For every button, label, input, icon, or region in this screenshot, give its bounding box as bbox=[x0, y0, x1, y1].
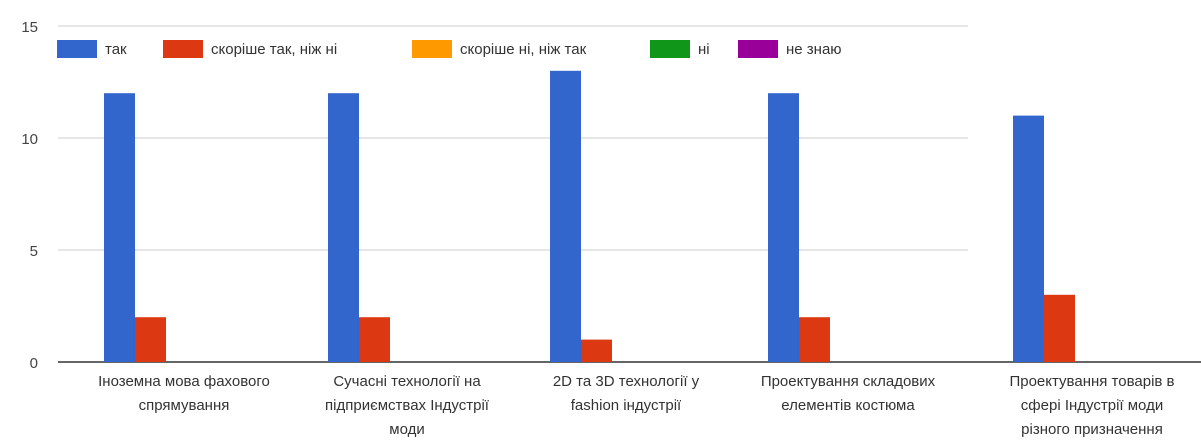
bar bbox=[135, 317, 166, 362]
bar bbox=[1044, 294, 1075, 362]
bar bbox=[581, 339, 612, 362]
legend-swatch bbox=[163, 40, 203, 58]
x-tick-label-line: спрямування bbox=[139, 397, 230, 414]
x-tick-label: Сучасні технології на підприємствах Індус… bbox=[325, 373, 490, 438]
legend-swatch bbox=[412, 40, 452, 58]
x-tick-label-line: елементів костюма bbox=[781, 397, 915, 414]
x-tick-label: 2D та 3D технології у fashion індустрії bbox=[553, 373, 700, 414]
x-tick-label-line: Проектування складових bbox=[761, 373, 936, 390]
legend-label: ні bbox=[698, 41, 710, 58]
legend-label: не знаю bbox=[786, 41, 842, 58]
bar bbox=[550, 70, 581, 363]
legend-label: скоріше так, ніж ні bbox=[211, 41, 337, 58]
legend-label: скоріше ні, ніж так bbox=[460, 41, 587, 58]
x-tick-label-line: 2D та 3D технології у bbox=[553, 373, 700, 390]
x-tick-label-line: Проектування товарів в bbox=[1009, 373, 1174, 390]
x-tick-label-line: підприємствах Індустрії bbox=[325, 397, 490, 414]
x-tick-label: Проектування складових елементів костюма bbox=[761, 373, 936, 414]
bar bbox=[328, 93, 359, 362]
y-tick-label: 15 bbox=[21, 19, 38, 36]
x-tick-label: Проектування товарів в сфері Індустрії мо… bbox=[1009, 373, 1174, 438]
legend-swatch bbox=[738, 40, 778, 58]
bar bbox=[104, 93, 135, 362]
x-tick-label-line: Іноземна мова фахового bbox=[98, 373, 270, 390]
legend-swatch bbox=[650, 40, 690, 58]
y-tick-label: 0 bbox=[30, 355, 38, 372]
bar bbox=[799, 317, 830, 362]
x-tick-label-line: fashion індустрії bbox=[571, 397, 682, 414]
legend-swatch bbox=[57, 40, 97, 58]
x-tick-label-line: різного призначення bbox=[1021, 421, 1163, 438]
y-tick-label: 10 bbox=[21, 131, 38, 148]
legend-label: так bbox=[105, 41, 127, 58]
x-tick-label-line: Сучасні технології на bbox=[333, 373, 481, 390]
bar bbox=[1013, 115, 1044, 362]
bar bbox=[359, 317, 390, 362]
y-tick-label: 5 bbox=[30, 243, 38, 260]
bar bbox=[768, 93, 799, 362]
x-tick-label-line: моди bbox=[389, 421, 424, 438]
x-tick-label: Іноземна мова фахового спрямування bbox=[98, 373, 270, 414]
x-tick-label-line: сфері Індустрії моди bbox=[1021, 397, 1163, 414]
